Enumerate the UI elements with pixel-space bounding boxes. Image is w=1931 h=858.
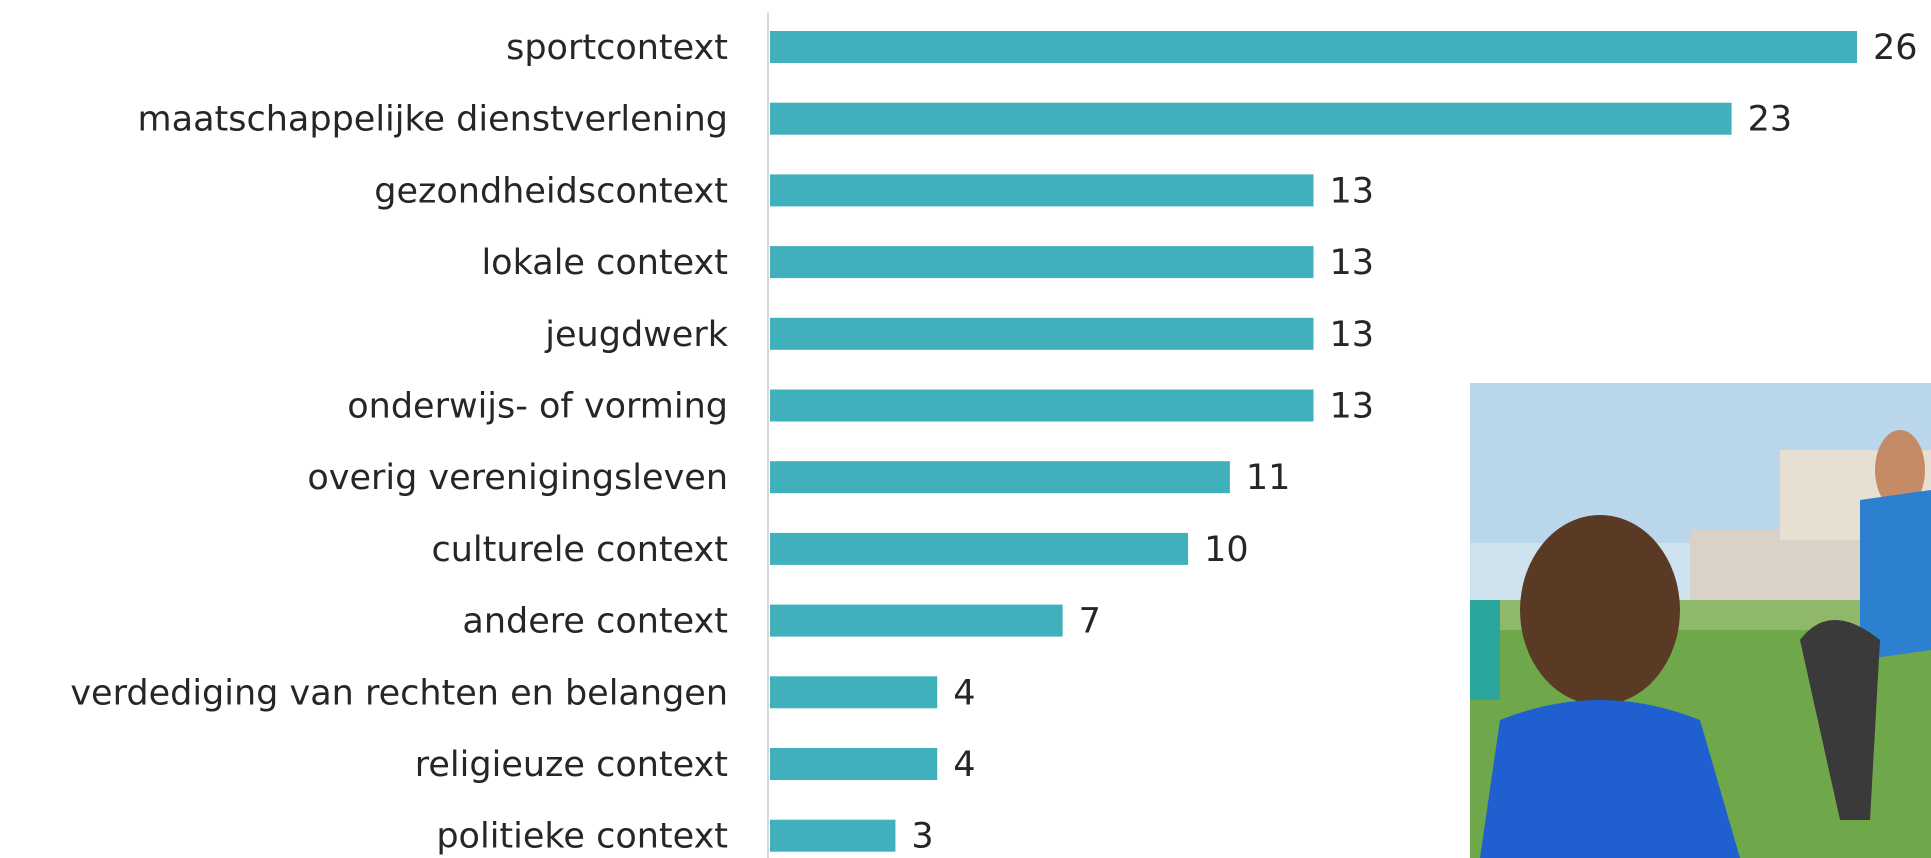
value-label: 4	[953, 745, 975, 785]
category-label: culturele context	[431, 530, 728, 570]
bar	[770, 318, 1314, 350]
category-label: jeugdwerk	[544, 315, 728, 355]
category-label: gezondheidscontext	[374, 171, 728, 211]
category-label: politieke context	[436, 817, 728, 857]
category-label: andere context	[462, 602, 728, 642]
bar	[770, 676, 937, 708]
value-label: 11	[1246, 458, 1291, 498]
bar	[770, 246, 1314, 278]
bar	[770, 820, 895, 852]
bar	[770, 748, 937, 780]
value-label: 13	[1330, 387, 1375, 427]
bar	[770, 103, 1732, 135]
value-label: 26	[1873, 28, 1918, 68]
category-label: lokale context	[481, 243, 728, 283]
value-label: 3	[911, 817, 933, 857]
photo	[1470, 383, 1931, 858]
chart: sportcontext 26 maatschappelijke dienstver…	[0, 0, 1931, 858]
value-label: 10	[1204, 530, 1249, 570]
category-label: onderwijs- of vorming	[347, 387, 728, 427]
bar	[770, 390, 1314, 422]
category-label: religieuze context	[415, 745, 728, 785]
value-label: 13	[1330, 315, 1375, 355]
category-label: sportcontext	[506, 28, 728, 68]
bar	[770, 533, 1188, 565]
category-label: verdediging van rechten en belangen	[70, 673, 728, 713]
bar	[770, 461, 1230, 493]
category-label: overig verenigingsleven	[307, 458, 728, 498]
value-label: 13	[1330, 243, 1375, 283]
value-label: 23	[1748, 100, 1793, 140]
bar	[770, 605, 1063, 637]
value-label: 4	[953, 673, 975, 713]
value-label: 13	[1330, 171, 1375, 211]
category-label: maatschappelijke dienstverlening	[138, 100, 728, 140]
value-label: 7	[1079, 602, 1101, 642]
bar	[770, 174, 1314, 206]
bar	[770, 31, 1857, 63]
